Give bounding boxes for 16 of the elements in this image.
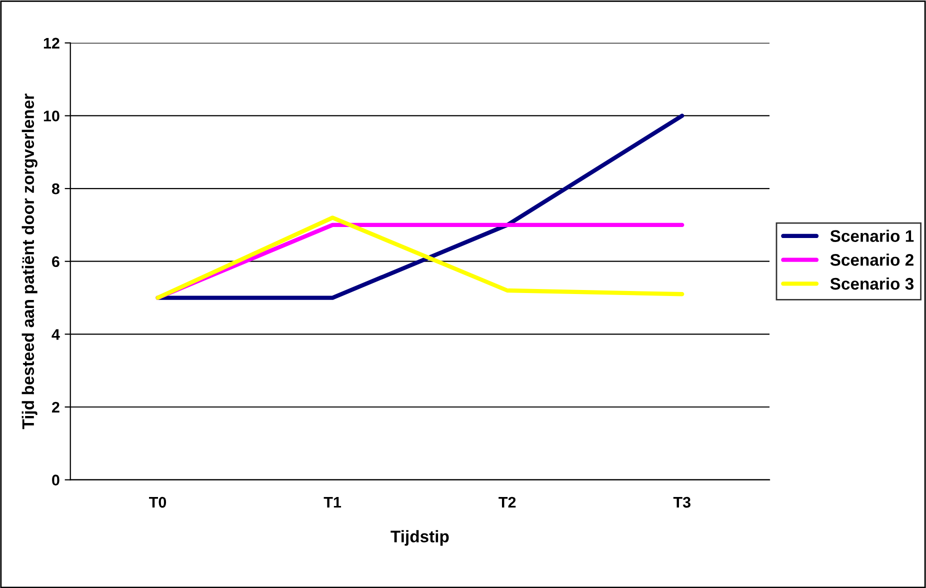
- x-tick-label: T0: [149, 496, 166, 508]
- y-tick-label: 0: [52, 474, 60, 486]
- legend-label: Scenario 2: [830, 254, 914, 266]
- y-tick-label: 8: [52, 183, 60, 194]
- y-tick-label: 4: [52, 329, 60, 340]
- y-tick-label: 2: [52, 402, 60, 413]
- x-tick-label: T3: [673, 496, 690, 508]
- y-tick-label: 10: [44, 110, 60, 122]
- y-axis-title: Tijd besteed aan patiënt door zorgverlener: [22, 94, 38, 430]
- x-axis-title: Tijdstip: [390, 530, 449, 546]
- y-tick-label: 12: [44, 38, 60, 48]
- y-tick-label: 6: [52, 256, 60, 268]
- legend-label: Scenario 3: [830, 277, 914, 290]
- x-tick-label: T2: [498, 496, 516, 508]
- x-tick-label: T1: [324, 497, 342, 508]
- legend-label: Scenario 1: [830, 230, 914, 242]
